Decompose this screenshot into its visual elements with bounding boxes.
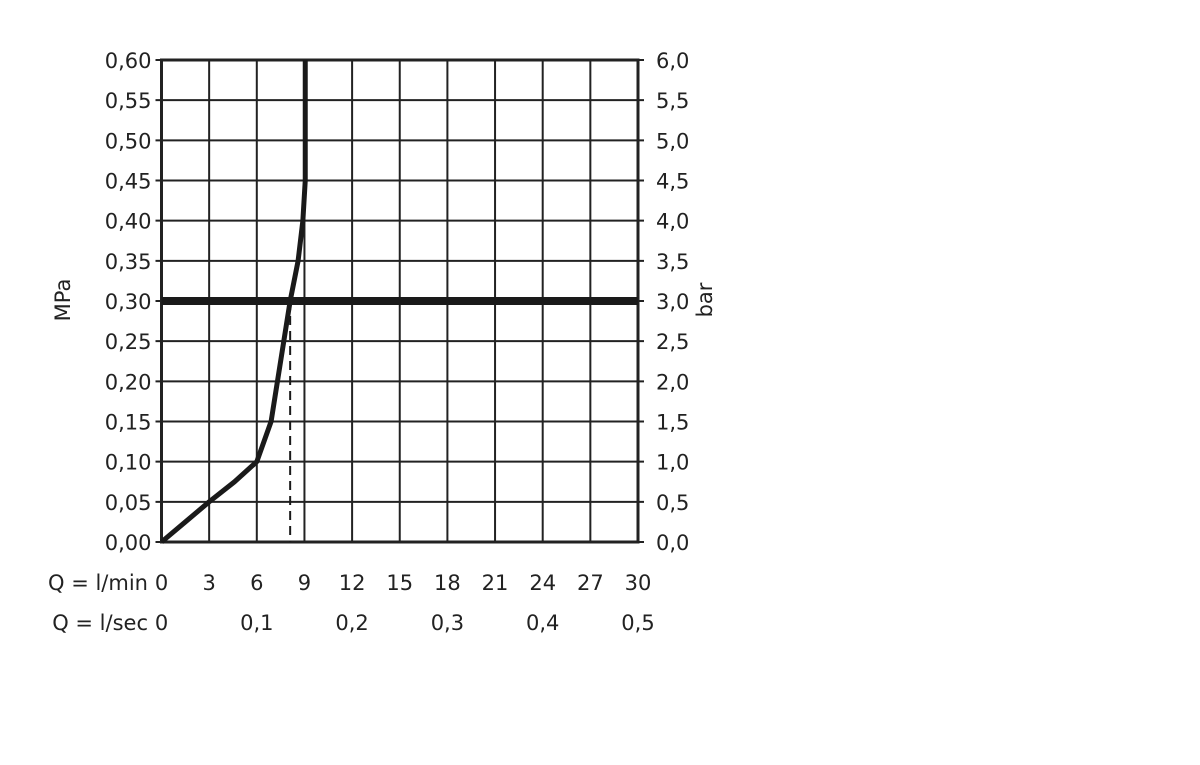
y-tick-label-bar: 3,0 xyxy=(656,290,689,314)
y-tick-label-mpa: 0,15 xyxy=(105,411,152,435)
y-tick-label-mpa: 0,45 xyxy=(105,170,152,194)
y-tick-label-bar: 0,5 xyxy=(656,491,689,515)
x-tick-label-lsec: 0,3 xyxy=(431,611,464,635)
x-axis-label-lsec: Q = l/sec xyxy=(52,611,148,635)
y-tick-label-mpa: 0,35 xyxy=(105,250,152,274)
y-axis-label-left: MPa xyxy=(51,279,75,322)
x-tick-label-lmin: 30 xyxy=(625,571,652,595)
y-axis-label-right: bar xyxy=(693,282,717,317)
x-tick-label-lsec: 0 xyxy=(155,611,168,635)
y-tick-label-mpa: 0,10 xyxy=(105,451,152,475)
x-tick-label-lmin: 21 xyxy=(482,571,509,595)
x-axis-label-lmin: Q = l/min xyxy=(48,571,148,595)
y-tick-label-mpa: 0,50 xyxy=(105,129,152,153)
y-tick-label-bar: 3,5 xyxy=(656,250,689,274)
y-tick-label-mpa: 0,00 xyxy=(105,531,152,555)
y-tick-label-mpa: 0,55 xyxy=(105,89,152,113)
y-tick-label-mpa: 0,25 xyxy=(105,330,152,354)
y-tick-label-bar: 2,5 xyxy=(656,330,689,354)
y-tick-label-bar: 4,5 xyxy=(656,170,689,194)
y-tick-label-mpa: 0,40 xyxy=(105,210,152,234)
x-tick-label-lsec: 0,2 xyxy=(335,611,368,635)
x-tick-label-lsec: 0,4 xyxy=(526,611,559,635)
y-tick-label-bar: 1,5 xyxy=(656,411,689,435)
y-tick-label-mpa: 0,60 xyxy=(105,49,152,73)
y-tick-label-bar: 5,5 xyxy=(656,89,689,113)
x-tick-label-lmin: 18 xyxy=(434,571,461,595)
x-tick-label-lmin: 0 xyxy=(155,571,168,595)
y-tick-label-bar: 5,0 xyxy=(656,129,689,153)
y-tick-label-mpa: 0,20 xyxy=(105,370,152,394)
y-tick-label-bar: 4,0 xyxy=(656,210,689,234)
x-tick-label-lmin: 9 xyxy=(298,571,311,595)
y-tick-label-bar: 2,0 xyxy=(656,370,689,394)
x-tick-label-lsec: 0,5 xyxy=(621,611,654,635)
x-tick-label-lmin: 3 xyxy=(202,571,215,595)
x-tick-label-lmin: 15 xyxy=(386,571,413,595)
y-tick-label-mpa: 0,30 xyxy=(105,290,152,314)
x-tick-label-lmin: 27 xyxy=(577,571,604,595)
x-tick-label-lmin: 24 xyxy=(529,571,556,595)
y-tick-label-bar: 6,0 xyxy=(656,49,689,73)
y-tick-label-mpa: 0,05 xyxy=(105,491,152,515)
y-tick-label-bar: 1,0 xyxy=(656,451,689,475)
y-tick-label-bar: 0,0 xyxy=(656,531,689,555)
x-tick-label-lmin: 6 xyxy=(250,571,263,595)
x-tick-label-lsec: 0,1 xyxy=(240,611,273,635)
x-tick-label-lmin: 12 xyxy=(339,571,366,595)
flow-curve xyxy=(159,60,308,544)
